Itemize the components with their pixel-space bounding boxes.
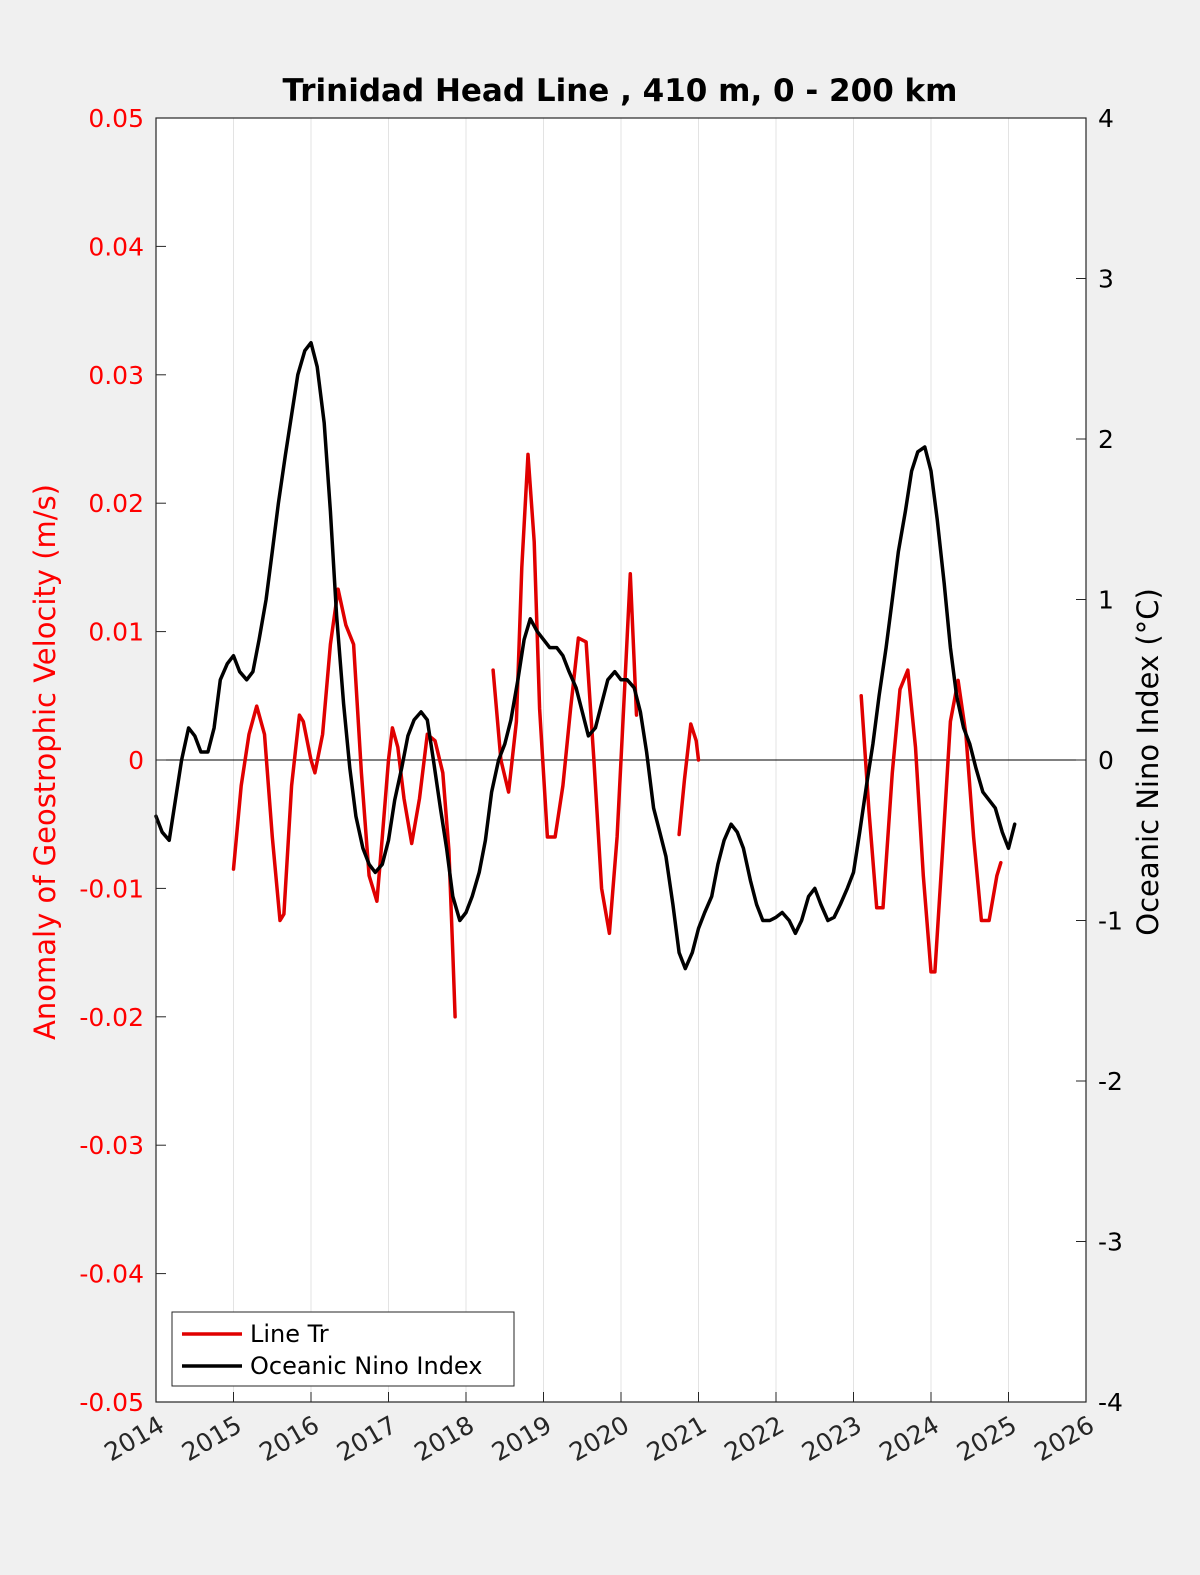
y-right-axis-label: Oceanic Nino Index (°C) (1131, 588, 1165, 936)
y-right-tick-label: -3 (1098, 1228, 1123, 1257)
x-axis-ticks: 2014 2015 2016 2017 2018 2019 2020 2021 2022 2023… (99, 1392, 1099, 1467)
y-right-tick-label: 3 (1098, 265, 1114, 294)
right-axis-ticks: 4 3 2 1 0 -1 -2 -3 -4 (1076, 104, 1123, 1417)
x-tick-label: 2018 (409, 1410, 479, 1467)
x-tick-label: 2026 (1029, 1410, 1099, 1467)
y-left-tick-label: 0.02 (88, 489, 144, 518)
y-right-tick-label: -4 (1098, 1388, 1123, 1417)
oni-series-line (154, 340, 1017, 971)
legend-box (171, 1311, 515, 1387)
line-tr-series-line (859, 668, 1003, 974)
legend-label-line-tr: Line Tr (250, 1320, 329, 1348)
legend-label-oni: Oceanic Nino Index (250, 1352, 482, 1380)
y-left-tick-label: -0.05 (79, 1388, 144, 1417)
y-right-tick-label: -2 (1098, 1067, 1123, 1096)
x-tick-label: 2025 (952, 1410, 1022, 1467)
x-tick-label: 2021 (642, 1410, 712, 1467)
y-left-tick-label: -0.01 (79, 874, 144, 903)
x-tick-label: 2019 (487, 1410, 557, 1467)
left-axis-ticks: 0.05 0.04 0.03 0.02 0.01 0 -0.01 -0.02 -0.03 -0.0… (79, 104, 166, 1417)
x-tick-label: 2017 (332, 1410, 402, 1467)
y-left-tick-label: -0.02 (79, 1003, 144, 1032)
x-tick-label: 2020 (564, 1410, 634, 1467)
y-right-tick-label: -1 (1098, 907, 1123, 936)
y-left-axis-label: Anomaly of Geostrophic Velocity (m/s) (28, 484, 62, 1040)
x-tick-label: 2015 (177, 1410, 247, 1467)
y-left-tick-label: 0.05 (88, 104, 144, 133)
legend: Line Tr Oceanic Nino Index (171, 1311, 515, 1387)
y-left-tick-label: -0.04 (79, 1260, 144, 1289)
y-right-tick-label: 1 (1098, 586, 1114, 615)
x-tick-label: 2014 (99, 1410, 169, 1467)
x-tick-label: 2023 (797, 1410, 867, 1467)
y-right-tick-label: 0 (1098, 746, 1114, 775)
y-right-tick-label: 2 (1098, 425, 1114, 454)
y-left-tick-label: 0 (128, 746, 144, 775)
y-left-tick-label: 0.04 (88, 232, 144, 261)
y-left-tick-label: 0.01 (88, 618, 144, 647)
y-right-tick-label: 4 (1098, 104, 1114, 133)
x-tick-label: 2024 (874, 1410, 944, 1467)
x-tick-label: 2016 (254, 1410, 324, 1467)
y-left-tick-label: 0.03 (88, 361, 144, 390)
chart-title: Trinidad Head Line , 410 m, 0 - 200 km (283, 73, 958, 109)
line-tr-series-line (231, 587, 457, 1019)
x-tick-label: 2022 (719, 1410, 789, 1467)
line-tr-series-line (677, 722, 701, 837)
series-layer (154, 340, 1017, 1019)
y-left-tick-label: -0.03 (79, 1131, 144, 1160)
